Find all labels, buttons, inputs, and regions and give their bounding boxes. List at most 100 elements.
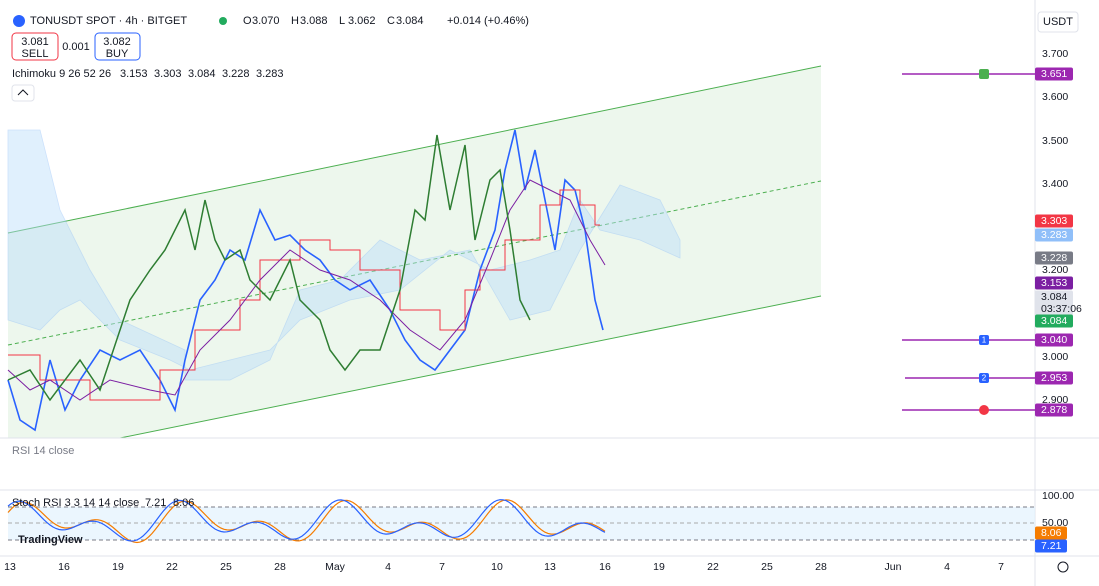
ichimoku-label: Ichimoku 9 26 52 26 bbox=[12, 68, 111, 80]
time-tick-label: 16 bbox=[58, 561, 70, 573]
currency-button[interactable] bbox=[1037, 11, 1079, 33]
ohlc-key: O bbox=[243, 15, 252, 27]
settings-icon[interactable] bbox=[1057, 561, 1069, 573]
price-tag-label: 3.153 bbox=[1041, 277, 1067, 289]
price-tick-label: 3.200 bbox=[1042, 264, 1068, 276]
collapse-icon[interactable] bbox=[17, 89, 29, 96]
ohlc-value: 3.062 bbox=[348, 15, 376, 27]
kijun-line bbox=[8, 189, 600, 401]
ichimoku-value: 3.303 bbox=[154, 68, 182, 80]
price-tag-label: 3.303 bbox=[1041, 215, 1067, 227]
price-tick-label: 2.900 bbox=[1042, 394, 1068, 406]
price-tag bbox=[1035, 276, 1073, 290]
order-icon bbox=[979, 335, 989, 345]
currency[interactable]: USDT bbox=[1043, 16, 1073, 28]
stoch-tick-label: 100.00 bbox=[1042, 490, 1074, 502]
stoch-tag bbox=[1035, 526, 1067, 540]
channel-mid bbox=[7, 180, 822, 346]
price-tag bbox=[1035, 403, 1073, 417]
price-tag bbox=[1035, 251, 1073, 265]
time-tick-label: 13 bbox=[4, 561, 16, 573]
price-tag-label: 2.953 bbox=[1041, 372, 1067, 384]
stoch-tag-label: 8.06 bbox=[1041, 527, 1062, 539]
stoch-k: 7.21 bbox=[145, 497, 166, 509]
time-tick-label: 7 bbox=[439, 561, 445, 573]
price-tick-label: 3.700 bbox=[1042, 48, 1068, 60]
price-tag bbox=[1035, 314, 1073, 328]
stoch-tag bbox=[1035, 539, 1067, 553]
stoch-lines bbox=[7, 499, 606, 544]
sell-label[interactable]: SELL bbox=[22, 48, 49, 60]
channel-fill bbox=[8, 66, 821, 438]
channel-upper bbox=[7, 65, 822, 234]
symbol: TONUSDT SPOT · 4h · BITGET bbox=[30, 15, 187, 27]
price-tag bbox=[1035, 333, 1073, 347]
price-tag-label: 3.283 bbox=[1041, 229, 1067, 241]
collapse-button[interactable] bbox=[11, 84, 35, 102]
time-tick-label: 19 bbox=[112, 561, 124, 573]
price-tag bbox=[1035, 67, 1073, 81]
sell-price[interactable]: 3.081 bbox=[21, 36, 49, 48]
stoch-d: 8.06 bbox=[173, 497, 194, 509]
time-tick-label: 10 bbox=[491, 561, 503, 573]
price-tag-label: 3.228 bbox=[1041, 252, 1067, 264]
time-tick-label: Jun bbox=[885, 561, 902, 573]
price-tag bbox=[1035, 228, 1073, 242]
ohlc-key: H bbox=[291, 15, 299, 27]
ichimoku-values: 3.153 3.303 3.084 3.228 3.283 bbox=[120, 68, 284, 80]
price-tag-label: 2.878 bbox=[1041, 404, 1067, 416]
buy-label[interactable]: BUY bbox=[106, 48, 129, 60]
ichimoku-value: 3.153 bbox=[120, 68, 148, 80]
spread: 0.001 bbox=[62, 41, 90, 53]
time-tick-label: 28 bbox=[815, 561, 827, 573]
time-tick-label: 7 bbox=[998, 561, 1004, 573]
price-tick-label: 3.600 bbox=[1042, 91, 1068, 103]
time-tick-label: 28 bbox=[274, 561, 286, 573]
axes: 3.700 3.600 3.500 3.400 3.200 3.000 2.900 3.651… bbox=[4, 48, 1082, 573]
ohlc-value: 3.088 bbox=[300, 15, 328, 27]
sell-button[interactable] bbox=[11, 32, 59, 61]
logo: TradingView bbox=[18, 534, 83, 546]
price-tag bbox=[1035, 214, 1073, 228]
price-line bbox=[7, 129, 604, 432]
price-tag bbox=[1035, 290, 1073, 317]
price-tick-label: 3.500 bbox=[1042, 135, 1068, 147]
stoch-tick-label: 50.00 bbox=[1042, 517, 1068, 529]
stoch-tag-label: 7.21 bbox=[1041, 540, 1062, 552]
order-icon bbox=[979, 373, 989, 383]
time-tick-label: 25 bbox=[761, 561, 773, 573]
stoch-line bbox=[7, 499, 606, 542]
symbol-icon bbox=[13, 15, 25, 27]
tenkan-line bbox=[7, 179, 606, 401]
buy-button[interactable] bbox=[94, 32, 141, 61]
price-tag-label: 3.040 bbox=[1041, 334, 1067, 346]
stoch-label: Stoch RSI 3 3 14 14 close bbox=[12, 497, 139, 509]
buy-price[interactable]: 3.082 bbox=[103, 36, 131, 48]
rsi-label: RSI 14 close bbox=[12, 445, 74, 457]
ohlc-value: 3.084 bbox=[396, 15, 424, 27]
ohlc-key: L bbox=[339, 15, 345, 27]
time-tick-label: 4 bbox=[385, 561, 391, 573]
time-tick-label: 13 bbox=[544, 561, 556, 573]
order-number: 1 bbox=[982, 336, 987, 345]
price-tick-label: 3.400 bbox=[1042, 178, 1068, 190]
price-tick-label: 3.000 bbox=[1042, 351, 1068, 363]
order-number: 2 bbox=[982, 374, 987, 383]
change: +0.014 (+0.46%) bbox=[447, 15, 529, 27]
order-icon bbox=[979, 69, 989, 79]
ichimoku-value: 3.084 bbox=[188, 68, 216, 80]
status-dot bbox=[219, 17, 227, 25]
ohlc-value: 3.070 bbox=[252, 15, 280, 27]
price-tag bbox=[1035, 371, 1073, 385]
time-tick-label: 25 bbox=[220, 561, 232, 573]
price-tag-label: 3.651 bbox=[1041, 68, 1067, 80]
time-tick-label: 22 bbox=[707, 561, 719, 573]
time-tick-label: 22 bbox=[166, 561, 178, 573]
time-tick-label: 19 bbox=[653, 561, 665, 573]
order-icon bbox=[979, 405, 989, 415]
price-tag-label: 3.084 bbox=[1041, 291, 1067, 303]
ohlc-key: C bbox=[387, 15, 395, 27]
price-tag-label: 3.084 bbox=[1041, 315, 1067, 327]
ichimoku-value: 3.283 bbox=[256, 68, 284, 80]
